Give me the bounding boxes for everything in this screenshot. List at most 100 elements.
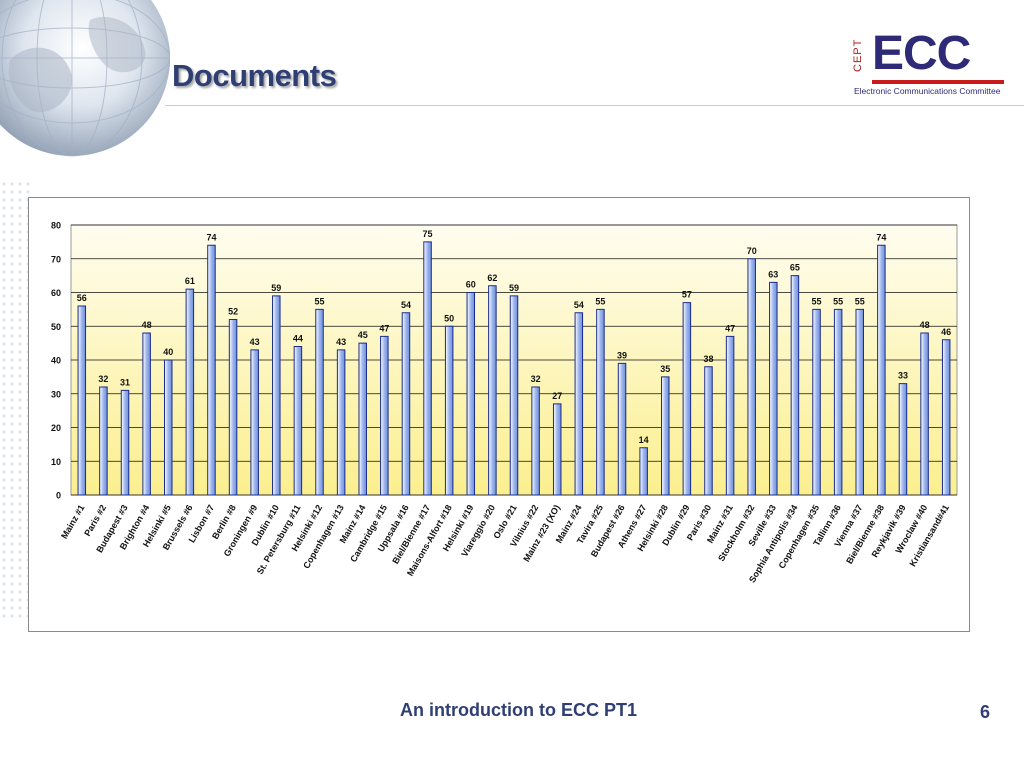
- bar: [228, 319, 238, 496]
- data-label: 43: [250, 337, 260, 347]
- data-label: 43: [336, 337, 346, 347]
- ecc-logo: CEPT ECC Electronic Communications Commi…: [852, 27, 1012, 98]
- bar: [380, 335, 389, 496]
- data-label: 31: [120, 377, 130, 387]
- data-label: 57: [682, 290, 692, 300]
- data-label: 54: [401, 300, 411, 310]
- y-tick-label: 40: [51, 356, 61, 366]
- data-label: 70: [747, 246, 757, 256]
- data-label: 14: [639, 435, 649, 445]
- bar: [877, 244, 886, 496]
- page-title: Documents: [172, 58, 337, 93]
- data-label: 47: [379, 323, 389, 333]
- chart-container: 56 32 31 48 40 61 74 52 43 59 44 55 43 45 47 54 75 50 60 62…: [28, 197, 970, 632]
- bar: [769, 281, 778, 496]
- page-number: 6: [980, 702, 991, 722]
- data-label: 55: [812, 296, 822, 306]
- y-tick-label: 50: [51, 322, 61, 332]
- bar: [509, 295, 519, 496]
- data-label: 44: [293, 334, 303, 344]
- logo-subtitle: Electronic Communications Committee: [854, 86, 1001, 96]
- bar: [531, 386, 540, 496]
- data-label: 75: [423, 229, 433, 239]
- bar: [423, 241, 432, 496]
- data-label: 59: [509, 283, 519, 293]
- data-label: 27: [552, 391, 562, 401]
- data-label: 63: [768, 269, 778, 279]
- y-tick-label: 70: [51, 254, 61, 264]
- y-tick-label: 60: [51, 288, 61, 298]
- bar: [941, 339, 951, 496]
- data-label: 74: [876, 232, 886, 242]
- y-tick-label: 20: [51, 423, 61, 433]
- bar: [466, 292, 476, 496]
- bar: [207, 244, 216, 496]
- bar: [401, 312, 411, 496]
- bar: [293, 346, 303, 496]
- bar: [747, 258, 756, 496]
- bar: [920, 332, 929, 496]
- data-label: 50: [444, 313, 454, 323]
- data-label: 52: [228, 307, 238, 317]
- bar: [812, 308, 821, 496]
- bar: [120, 389, 130, 496]
- bar: [163, 359, 173, 496]
- bar: [682, 302, 692, 496]
- bar: [358, 342, 367, 496]
- y-tick-label: 80: [51, 221, 61, 231]
- bar: [99, 386, 108, 496]
- data-label: 48: [920, 320, 930, 330]
- y-tick-label: 0: [56, 491, 61, 501]
- bar: [617, 362, 627, 496]
- bar: [185, 288, 195, 496]
- data-label: 55: [595, 296, 605, 306]
- bar: [704, 366, 713, 496]
- data-label: 74: [206, 232, 216, 242]
- bar: [725, 335, 735, 496]
- data-label: 62: [487, 273, 497, 283]
- data-label: 39: [617, 350, 627, 360]
- x-tick-label: Mainz #1: [59, 503, 86, 540]
- data-label: 56: [77, 293, 87, 303]
- bar: [552, 403, 562, 496]
- bar: [574, 312, 584, 496]
- data-label: 32: [531, 374, 541, 384]
- data-label: 55: [315, 296, 325, 306]
- data-label: 35: [660, 364, 670, 374]
- data-label: 55: [855, 296, 865, 306]
- bar: [833, 308, 843, 496]
- bar: [272, 295, 281, 496]
- data-label: 33: [898, 371, 908, 381]
- bar: [77, 305, 87, 496]
- data-label: 54: [574, 300, 584, 310]
- bar: [898, 383, 908, 496]
- bar: [315, 308, 324, 496]
- bar: [444, 325, 454, 496]
- data-label: 48: [142, 320, 152, 330]
- y-tick-label: 10: [51, 457, 61, 467]
- bar-chart: 56 32 31 48 40 61 74 52 43 59 44 55 43 45 47 54 75 50 60 62…: [51, 221, 958, 584]
- data-label: 65: [790, 263, 800, 273]
- data-label: 47: [725, 323, 735, 333]
- data-label: 55: [833, 296, 843, 306]
- bar: [790, 275, 800, 496]
- dot-pattern-decoration: [0, 180, 30, 620]
- data-label: 61: [185, 276, 195, 286]
- data-label: 38: [703, 354, 713, 364]
- data-label: 59: [271, 283, 281, 293]
- bar: [661, 376, 670, 496]
- bar: [250, 349, 259, 496]
- footer-text: An introduction to ECC PT1: [400, 700, 637, 720]
- data-label: 40: [163, 347, 173, 357]
- bar: [488, 285, 497, 496]
- bar: [336, 349, 346, 496]
- title-divider: [165, 105, 1024, 106]
- data-label: 60: [466, 280, 476, 290]
- logo-ecc: ECC: [872, 27, 971, 80]
- bar: [142, 332, 151, 496]
- y-tick-label: 30: [51, 389, 61, 399]
- logo-cept: CEPT: [852, 38, 864, 72]
- data-label: 45: [358, 330, 368, 340]
- logo-bar: [872, 80, 1004, 84]
- globe-decoration: [0, 0, 170, 175]
